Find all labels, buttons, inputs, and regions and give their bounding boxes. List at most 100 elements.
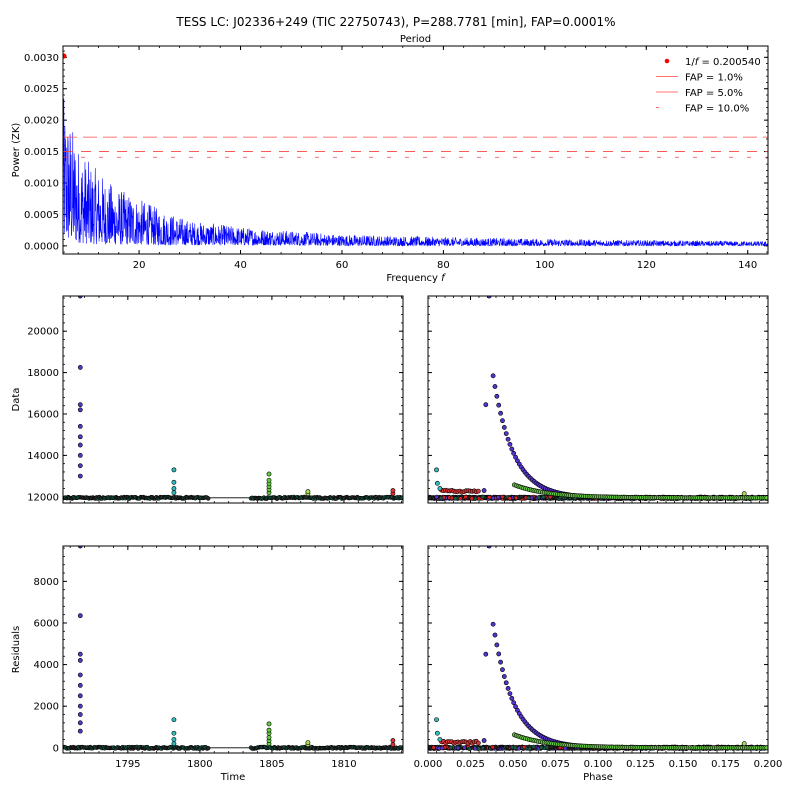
data-point bbox=[494, 642, 500, 648]
period-axis-label: Period bbox=[400, 34, 431, 45]
data-point bbox=[513, 745, 518, 750]
data-point bbox=[77, 434, 83, 440]
legend-peak-label: 1/f = 0.200540 bbox=[685, 57, 761, 68]
x-tick-label: 60 bbox=[336, 260, 349, 271]
data-point bbox=[741, 741, 747, 747]
residuals-time-panel: 1795 1800 1805 1810 0 2000 4000 6000 8000 Time Res… bbox=[11, 545, 404, 783]
data-point bbox=[458, 496, 463, 501]
data-point bbox=[266, 721, 272, 727]
data-point bbox=[509, 446, 515, 452]
data-point bbox=[77, 703, 83, 709]
y-axis-label: Data bbox=[11, 388, 22, 412]
x-tick-label: 0.000 bbox=[414, 759, 443, 770]
data-point bbox=[495, 745, 501, 750]
data-point bbox=[77, 424, 83, 429]
data-point bbox=[480, 494, 485, 499]
data-point bbox=[536, 495, 541, 500]
x-tick-label: 0.200 bbox=[754, 759, 783, 770]
data-point bbox=[449, 495, 454, 501]
y-tick-label: 0.0025 bbox=[24, 84, 59, 95]
data-point bbox=[490, 621, 496, 627]
data-time-plot-area bbox=[63, 296, 403, 501]
data-point bbox=[77, 672, 83, 678]
data-point bbox=[266, 734, 272, 740]
data-point bbox=[171, 490, 177, 496]
data-point bbox=[481, 488, 487, 493]
data-point bbox=[501, 674, 507, 679]
data-point bbox=[77, 407, 83, 413]
data-point bbox=[437, 486, 443, 491]
x-tick-label: 1810 bbox=[331, 759, 356, 770]
y-tick-label: 0 bbox=[53, 743, 59, 754]
data-point bbox=[475, 488, 481, 494]
y-tick-label: 8000 bbox=[34, 577, 59, 588]
peak-marker bbox=[63, 53, 67, 59]
axes-frame bbox=[62, 545, 404, 754]
figure-title: TESS LC: J02336+249 (TIC 22750743), P=28… bbox=[175, 15, 615, 29]
x-tick-label: 0.075 bbox=[541, 759, 570, 770]
y-tick-label: 0.0000 bbox=[24, 241, 59, 252]
x-tick-label: 1795 bbox=[115, 759, 140, 770]
data-point bbox=[498, 410, 503, 416]
data-point bbox=[741, 491, 747, 497]
data-point bbox=[77, 402, 83, 408]
data-point bbox=[516, 746, 521, 751]
periodogram-plot-area bbox=[63, 53, 768, 247]
x-tick-label: 120 bbox=[637, 260, 656, 271]
data-point bbox=[501, 425, 507, 430]
data-point bbox=[500, 667, 505, 673]
data-point bbox=[496, 651, 502, 657]
x-tick-label: 140 bbox=[738, 260, 757, 271]
y-tick-label: 0.0030 bbox=[24, 53, 59, 64]
data-point bbox=[463, 494, 468, 500]
data-point bbox=[503, 680, 509, 686]
data-point bbox=[171, 741, 177, 747]
data-point bbox=[390, 742, 396, 748]
data-point bbox=[498, 659, 503, 665]
y-axis-label: Residuals bbox=[11, 626, 22, 673]
data-point bbox=[305, 489, 311, 495]
data-point bbox=[77, 651, 83, 657]
data-point bbox=[544, 745, 550, 750]
data-point bbox=[453, 496, 458, 501]
data-point bbox=[469, 496, 474, 501]
data-point bbox=[266, 477, 272, 483]
data-point bbox=[77, 712, 83, 717]
y-tick-label: 6000 bbox=[34, 618, 59, 629]
data-point bbox=[490, 373, 496, 379]
data-point bbox=[480, 745, 485, 751]
x-tick-label: 0.025 bbox=[456, 759, 485, 770]
data-point bbox=[509, 695, 515, 701]
y-tick-label: 0.0010 bbox=[24, 178, 59, 189]
axes-frame bbox=[427, 545, 769, 754]
axes-frame bbox=[427, 295, 769, 504]
data-point bbox=[390, 488, 396, 493]
data-point bbox=[206, 745, 211, 751]
x-tick-label: 100 bbox=[535, 260, 554, 271]
data-point bbox=[171, 730, 177, 736]
x-tick-label: 1800 bbox=[187, 759, 212, 770]
y-tick-label: 2000 bbox=[34, 702, 59, 713]
data-point bbox=[500, 494, 505, 500]
data-point bbox=[455, 745, 461, 751]
data-point bbox=[206, 496, 211, 501]
data-point bbox=[487, 495, 492, 500]
data-point bbox=[527, 746, 532, 751]
x-tick-label: 80 bbox=[437, 260, 450, 271]
axes-frame bbox=[62, 45, 769, 255]
data-point bbox=[467, 746, 472, 751]
data-point bbox=[541, 494, 546, 500]
x-axis-label: Phase bbox=[583, 772, 613, 783]
data-point bbox=[77, 473, 83, 479]
x-tick-label: 40 bbox=[234, 260, 247, 271]
data-point bbox=[476, 746, 481, 751]
data-point bbox=[483, 651, 489, 657]
data-point bbox=[519, 494, 524, 500]
data-point bbox=[434, 467, 439, 473]
data-point bbox=[492, 632, 498, 638]
data-point bbox=[486, 296, 492, 299]
data-point bbox=[434, 730, 440, 736]
x-tick-label: 1805 bbox=[259, 759, 284, 770]
x-tick-label: 0.175 bbox=[711, 759, 740, 770]
legend: 1/f = 0.200540 FAP = 1.0% FAP = 5.0% FAP = … bbox=[656, 57, 761, 115]
